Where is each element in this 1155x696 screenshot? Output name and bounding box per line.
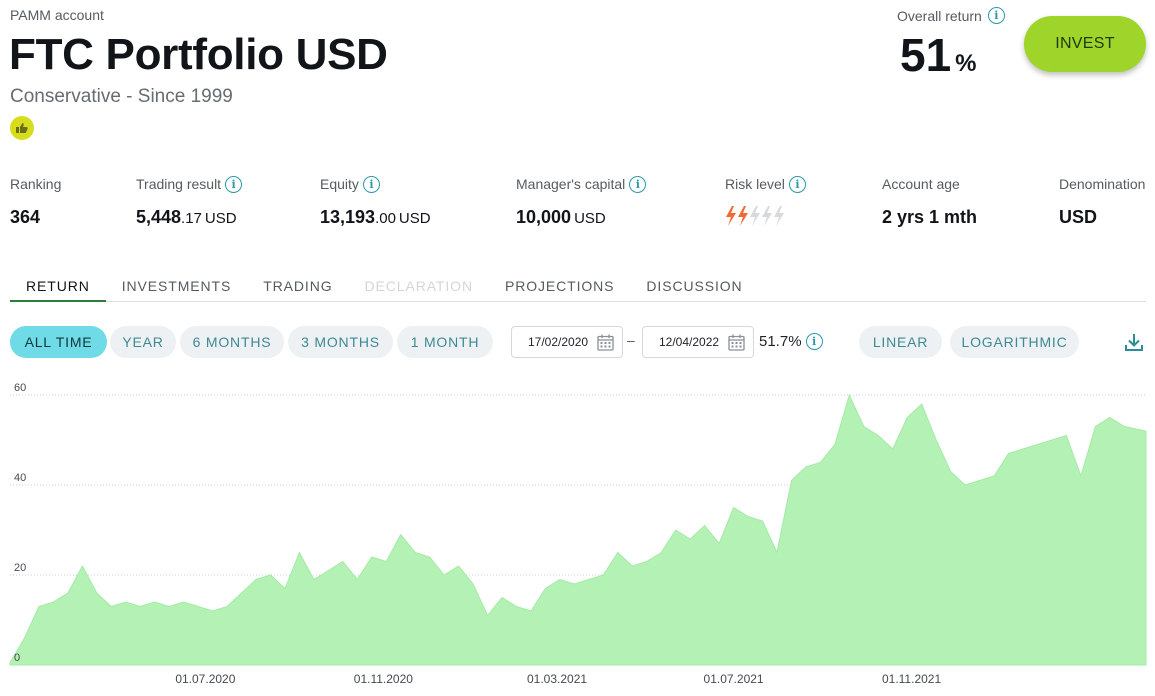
stat-value-currency: USD — [574, 210, 606, 227]
stat-value: USD — [1059, 207, 1098, 227]
overall-return-number: 51 — [900, 29, 952, 81]
stat-value-currency: USD — [204, 210, 237, 227]
overall-return-label-text: Overall return — [897, 7, 982, 24]
thumbs-up-icon — [16, 123, 28, 133]
portfolio-subtitle: Conservative - Since 1999 — [10, 86, 233, 107]
stat-value-frac: .17 — [181, 210, 202, 227]
stat-label: Denomination — [1059, 176, 1146, 192]
risk-bolt-inactive-icon — [762, 206, 772, 226]
stat-label-text: Trading result — [136, 176, 222, 192]
date-separator: – — [627, 332, 635, 348]
account-type-label: PAMM account — [10, 7, 104, 23]
overall-return-label: Overall return i — [897, 7, 1005, 24]
calendar-icon[interactable] — [597, 334, 614, 351]
overall-return-value: 51 % — [900, 28, 977, 82]
stat-denomination: Denomination USD — [1059, 175, 1145, 228]
page-title: FTC Portfolio USD — [9, 30, 388, 79]
overall-return-unit: % — [955, 50, 977, 77]
stat-label-text: Equity — [320, 176, 359, 192]
stat-equity: Equity i 13,193.00 USD — [320, 175, 431, 228]
stat-label: Manager's capital i — [516, 175, 647, 193]
info-icon[interactable]: i — [987, 7, 1005, 24]
x-tick-label: 01.03.2021 — [527, 672, 587, 686]
y-tick-label: 60 — [14, 382, 26, 394]
stat-label: Equity i — [320, 175, 431, 193]
stat-ranking: Ranking 364 — [10, 175, 61, 228]
x-tick-label: 01.11.2021 — [882, 672, 941, 686]
x-tick-label: 01.07.2020 — [175, 672, 235, 686]
scale-logarithmic-button[interactable]: LOGARITHMIC — [950, 326, 1079, 358]
x-tick-label: 01.07.2021 — [704, 672, 764, 686]
chart-y-axis: 0 20 40 60 — [14, 382, 26, 664]
info-icon[interactable]: i — [805, 333, 823, 350]
risk-bolt-active-icon — [738, 206, 748, 226]
stat-managers-capital: Manager's capital i 10,000 USD — [516, 175, 647, 228]
stat-value: 5,448.17 USD — [136, 207, 242, 228]
y-tick-label: 40 — [14, 472, 26, 484]
tab-projections[interactable]: PROJECTIONS — [504, 278, 615, 294]
tab-discussion[interactable]: DISCUSSION — [646, 278, 743, 294]
stat-label: Ranking — [10, 176, 62, 192]
date-to-input[interactable]: 12/04/2022 — [642, 326, 754, 358]
stat-risk-level: Risk level i — [725, 175, 806, 232]
stat-value-int: 13,193 — [320, 207, 376, 227]
tab-declaration: DECLARATION — [364, 278, 473, 294]
range-return-value: 51.7% — [759, 333, 802, 350]
range-3-months-button[interactable]: 3 MONTHS — [288, 326, 393, 358]
stat-trading-result: Trading result i 5,448.17 USD — [136, 175, 243, 228]
stat-label: Trading result i — [136, 175, 243, 193]
stat-value-int: 10,000 — [516, 207, 572, 227]
date-from-input[interactable]: 17/02/2020 — [511, 326, 623, 358]
info-icon[interactable]: i — [362, 175, 380, 193]
stat-value: 2 yrs 1 mth — [882, 207, 978, 227]
risk-bolts — [726, 206, 784, 226]
range-6-months-button[interactable]: 6 MONTHS — [180, 326, 284, 358]
risk-level-indicator — [725, 205, 806, 232]
chart-x-axis: 01.07.2020 01.11.2020 01.03.2021 01.07.2021… — [175, 672, 941, 686]
range-year-button[interactable]: YEAR — [110, 326, 176, 358]
stat-account-age: Account age 2 yrs 1 mth — [882, 175, 977, 228]
stat-value: 10,000 USD — [516, 207, 646, 228]
tab-trading[interactable]: TRADING — [263, 278, 333, 294]
calendar-icon[interactable] — [728, 334, 745, 351]
tab-investments[interactable]: INVESTMENTS — [121, 278, 232, 294]
scale-linear-button[interactable]: LINEAR — [859, 326, 942, 358]
stat-label-text: Manager's capital — [516, 176, 626, 192]
stat-label-text: Risk level — [725, 176, 785, 192]
stat-value-currency: USD — [398, 210, 431, 227]
invest-button[interactable]: INVEST — [1024, 16, 1146, 72]
stat-value: 13,193.00 USD — [320, 207, 431, 228]
y-tick-label: 0 — [14, 652, 20, 664]
download-icon[interactable] — [1123, 331, 1145, 353]
range-1-month-button[interactable]: 1 MONTH — [397, 326, 493, 358]
risk-bolt-active-icon — [726, 206, 736, 226]
stat-label: Account age — [882, 176, 960, 192]
date-from-value: 17/02/2020 — [528, 335, 589, 349]
section-tabs: RETURN INVESTMENTS TRADING DECLARATION P… — [10, 268, 1146, 302]
like-badge[interactable] — [10, 116, 34, 140]
stat-label: Risk level i — [725, 175, 806, 193]
x-tick-label: 01.11.2020 — [354, 672, 413, 686]
info-icon[interactable]: i — [629, 175, 647, 193]
stat-value: 364 — [10, 207, 41, 227]
return-area-series — [9, 393, 1147, 666]
y-tick-label: 20 — [14, 562, 26, 574]
info-icon[interactable]: i — [788, 175, 806, 193]
risk-bolt-inactive-icon — [750, 206, 760, 226]
stat-value-frac: .00 — [375, 210, 396, 227]
range-return: 51.7% i — [759, 333, 823, 350]
stat-value-int: 5,448 — [136, 207, 182, 227]
tab-return[interactable]: RETURN — [10, 268, 106, 302]
date-to-value: 12/04/2022 — [659, 335, 720, 349]
range-all-time-button[interactable]: ALL TIME — [10, 326, 107, 358]
risk-bolt-inactive-icon — [774, 206, 784, 226]
info-icon[interactable]: i — [225, 175, 243, 193]
